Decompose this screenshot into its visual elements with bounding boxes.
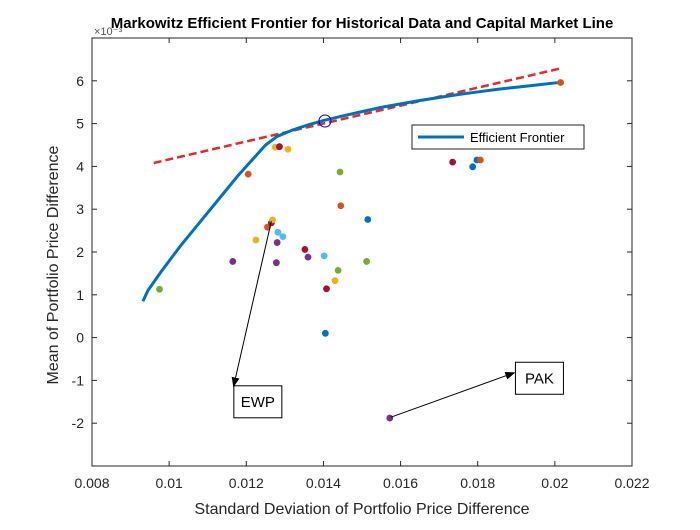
asset-point [363,258,371,265]
annotation-box [514,361,564,395]
x-tick-label: 0.016 [383,475,418,491]
legend-label: Efficient Frontier [470,130,565,145]
annotation-label: EWP [241,394,275,411]
annotation-label: PAK [525,370,554,387]
asset-point [244,170,252,178]
y-tick-label: 6 [76,73,84,89]
annotation-box [233,385,283,419]
x-tick-label: 0.012 [229,475,264,491]
y-tick-label: 4 [76,158,84,174]
asset-point [364,216,372,223]
asset-point [229,258,237,265]
asset-point [386,414,394,422]
asset-point [323,285,330,293]
capital-market-line [153,66,563,165]
asset-point [274,228,282,236]
annotation-arrow [390,371,516,418]
asset-point [269,216,276,224]
x-tick-label: 0.014 [306,475,341,491]
y-axis-label: Mean of Portfolio Price Difference [45,145,62,384]
asset-point [477,156,484,164]
asset-point [276,143,283,151]
x-tick-label: 0.02 [541,475,568,491]
asset-point [557,79,565,86]
asset-point [279,233,287,240]
asset-point [331,277,339,285]
annotation-arrow [231,221,272,388]
y-tick-label: -1 [72,372,85,388]
asset-point [336,168,344,176]
asset-point [337,202,345,210]
y-tick-label: 0 [76,330,84,346]
asset-point [156,285,163,293]
asset-point [304,253,312,261]
x-axis-label: Standard Deviation of Portfolio Price Di… [195,501,530,518]
efficient-frontier-line [141,81,561,302]
x-tick-label: 0.008 [74,475,109,491]
y-tick-label: 5 [76,116,84,132]
tangency-point [318,114,332,128]
asset-point [449,158,457,166]
y-exponent-label: ×10⁻³ [94,26,122,38]
y-tick-label: 3 [76,201,84,217]
asset-point [301,246,309,253]
y-tick-label: 2 [76,244,84,260]
asset-point [272,259,280,267]
asset-point [469,163,477,171]
asset-point [252,236,260,244]
asset-point [321,329,329,337]
y-tick-label: 1 [76,287,84,303]
axes-box [91,37,633,467]
asset-point [284,145,292,153]
asset-point [320,252,328,260]
y-tick-label: -2 [72,415,85,431]
x-tick-label: 0.018 [460,475,495,491]
chart-title: Markowitz Efficient Frontier for Histori… [111,15,614,32]
asset-point [334,267,342,274]
asset-point [273,239,281,246]
plot-area: 0.008 0.01 0.012 0.014 0.016 0.018 0.02 0.022 -2… [72,37,650,491]
x-tick-label: 0.01 [156,475,183,491]
x-tick-label: 0.022 [614,475,649,491]
